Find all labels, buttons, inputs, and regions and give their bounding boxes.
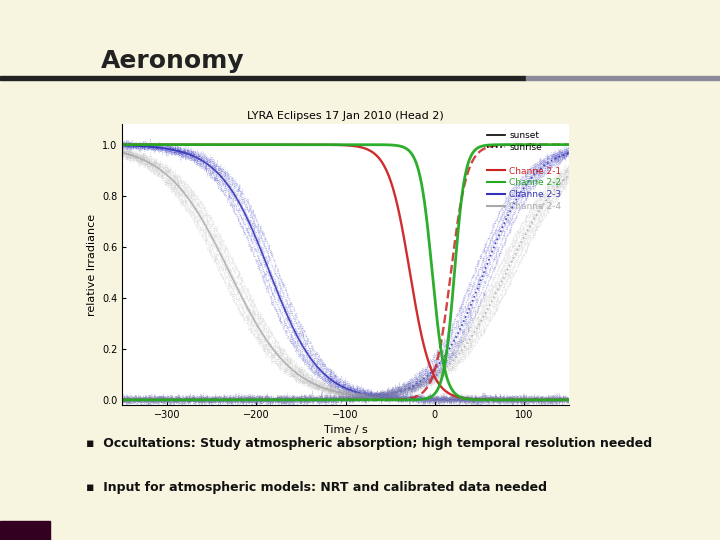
Y-axis label: relative Irradiance: relative Irradiance	[86, 213, 96, 316]
Text: ▪  Occultations: Study atmospheric absorption; high temporal resolution needed: ▪ Occultations: Study atmospheric absorp…	[86, 437, 652, 450]
Text: ▪  Input for atmospheric models: NRT and calibrated data needed: ▪ Input for atmospheric models: NRT and …	[86, 481, 547, 494]
X-axis label: Time / s: Time / s	[324, 426, 367, 435]
Title: LYRA Eclipses 17 Jan 2010 (Head 2): LYRA Eclipses 17 Jan 2010 (Head 2)	[247, 111, 444, 120]
Text: Aeronomy: Aeronomy	[101, 49, 244, 72]
Bar	[0, 521, 50, 540]
Bar	[0, 76, 526, 80]
Legend: sunset, sunrise, , Channe 2-1, Channe 2-2, Channe 2-3, Channe 2-4: sunset, sunrise, , Channe 2-1, Channe 2-…	[484, 129, 564, 213]
Bar	[526, 76, 720, 80]
